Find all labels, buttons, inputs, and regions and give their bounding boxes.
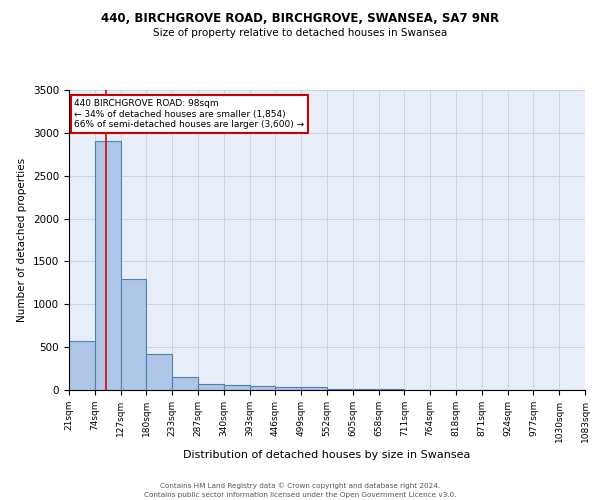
Bar xyxy=(172,376,198,390)
Text: 440 BIRCHGROVE ROAD: 98sqm
← 34% of detached houses are smaller (1,854)
66% of s: 440 BIRCHGROVE ROAD: 98sqm ← 34% of deta… xyxy=(74,99,304,129)
Bar xyxy=(327,388,353,390)
Bar xyxy=(224,386,250,390)
X-axis label: Distribution of detached houses by size in Swansea: Distribution of detached houses by size … xyxy=(184,450,470,460)
Bar xyxy=(146,354,172,390)
Bar xyxy=(95,142,121,390)
Bar xyxy=(301,388,327,390)
Text: Contains HM Land Registry data © Crown copyright and database right 2024.
Contai: Contains HM Land Registry data © Crown c… xyxy=(144,482,456,498)
Bar xyxy=(69,341,95,390)
Text: Size of property relative to detached houses in Swansea: Size of property relative to detached ho… xyxy=(153,28,447,38)
Y-axis label: Number of detached properties: Number of detached properties xyxy=(17,158,28,322)
Bar xyxy=(198,384,224,390)
Bar xyxy=(353,389,379,390)
Bar xyxy=(250,386,275,390)
Bar xyxy=(121,278,146,390)
Bar xyxy=(275,387,301,390)
Text: 440, BIRCHGROVE ROAD, BIRCHGROVE, SWANSEA, SA7 9NR: 440, BIRCHGROVE ROAD, BIRCHGROVE, SWANSE… xyxy=(101,12,499,26)
